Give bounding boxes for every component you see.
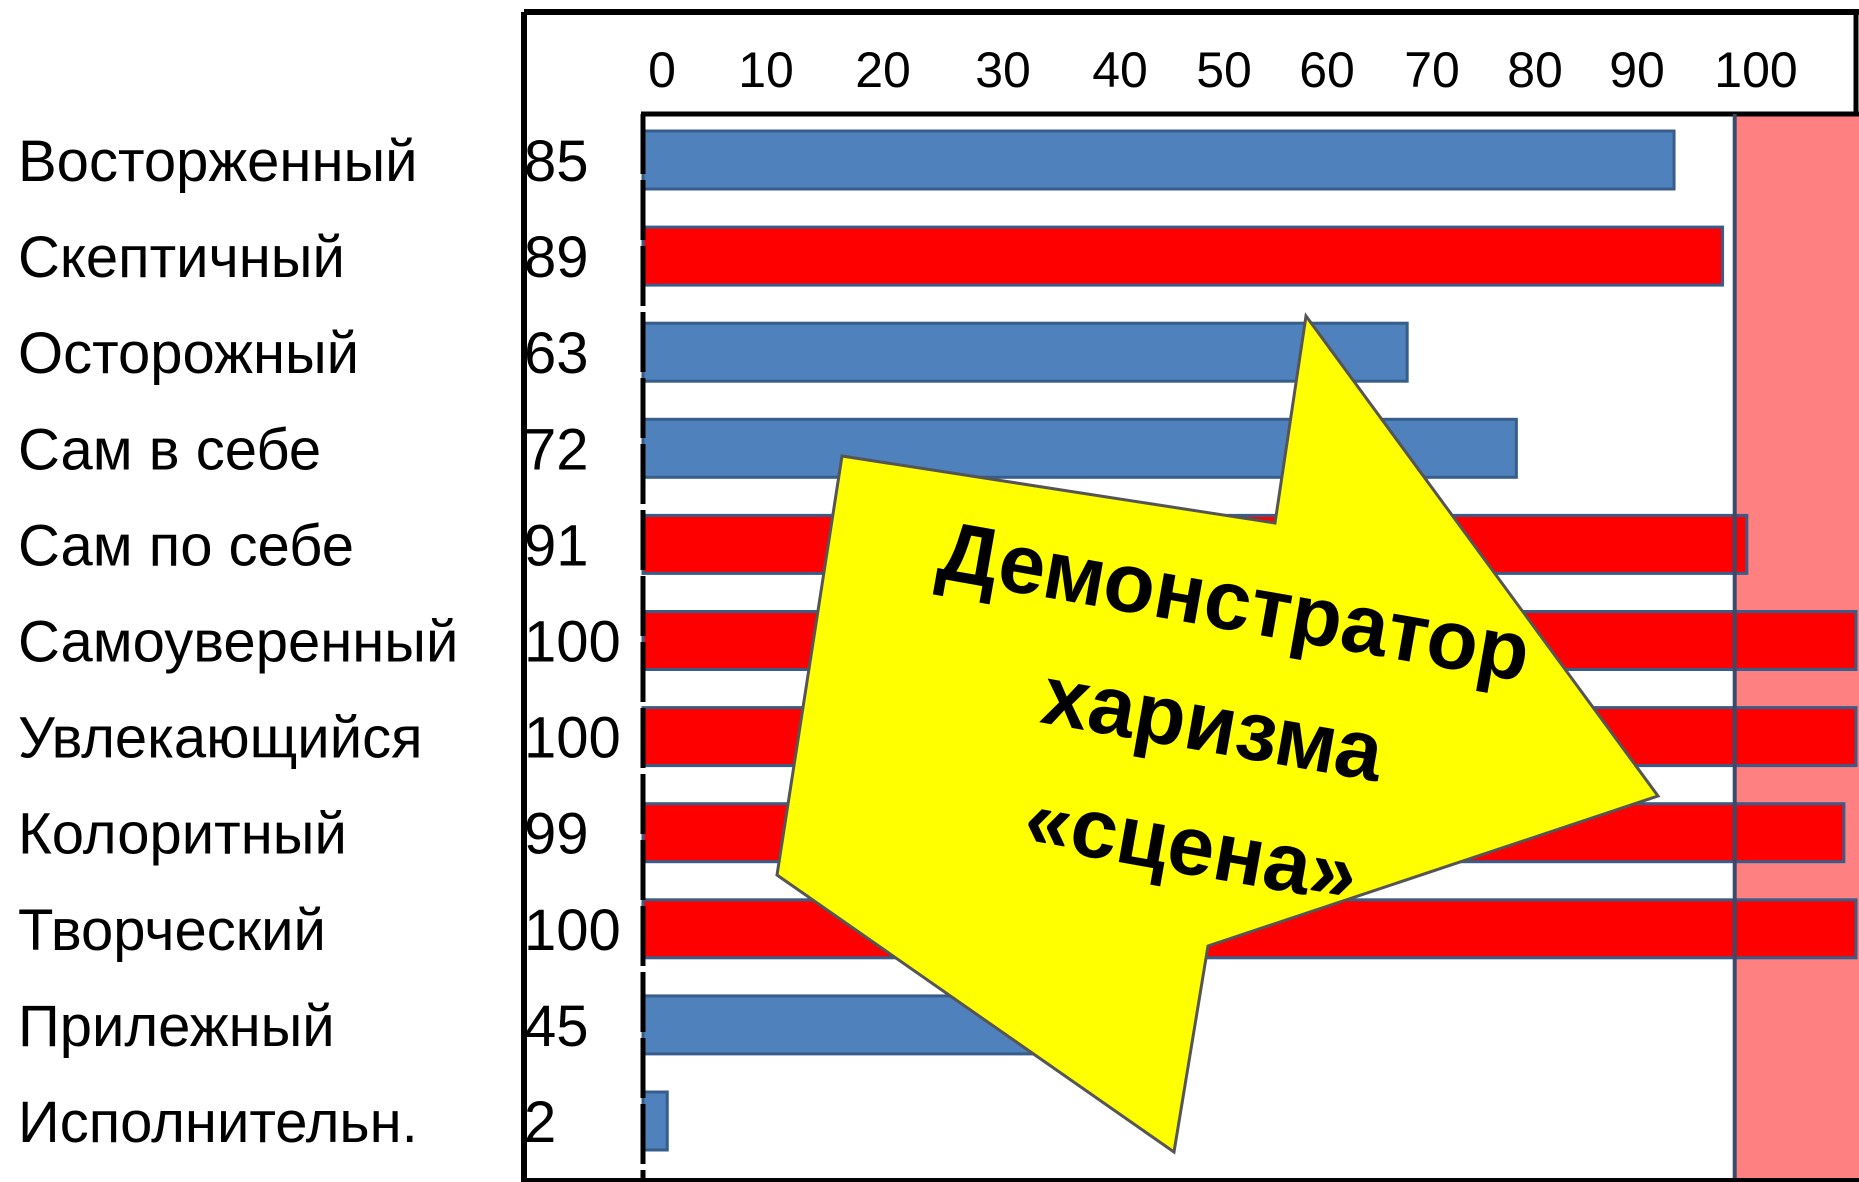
x-tick-label: 70 — [1404, 42, 1460, 98]
category-label: Прилежный — [18, 994, 335, 1059]
x-tick-label: 100 — [1714, 42, 1797, 98]
x-tick-label: 40 — [1092, 42, 1148, 98]
x-tick-label: 20 — [855, 42, 911, 98]
value-label: 100 — [524, 610, 621, 675]
value-label: 91 — [524, 513, 589, 578]
category-label: Сам по себе — [18, 513, 354, 578]
category-labels: Восторженный Скептичный Осторожный Сам в се… — [18, 129, 458, 1155]
bar — [641, 1090, 669, 1152]
value-label: 63 — [524, 321, 589, 386]
bar — [641, 321, 1409, 383]
value-label: 2 — [524, 1090, 556, 1155]
x-tick-label: 0 — [648, 42, 676, 98]
category-label: Осторожный — [18, 321, 359, 386]
x-tick-label: 80 — [1507, 42, 1563, 98]
callout-arrow-shape — [775, 312, 1661, 1155]
chart-frame — [521, 9, 1859, 1182]
category-label: Исполнительн. — [18, 1090, 418, 1155]
category-label: Творческий — [18, 898, 326, 963]
bar — [641, 225, 1725, 287]
category-label: Скептичный — [18, 225, 345, 290]
value-label: 72 — [524, 417, 589, 482]
value-label: 100 — [524, 898, 621, 963]
x-tick-label: 60 — [1299, 42, 1355, 98]
category-label: Сам в себе — [18, 417, 321, 482]
bar — [641, 129, 1676, 191]
value-label: 100 — [524, 706, 621, 771]
x-tick-label: 50 — [1196, 42, 1252, 98]
value-label: 99 — [524, 802, 589, 867]
category-label: Колоритный — [18, 802, 347, 867]
x-tick-label: 90 — [1609, 42, 1665, 98]
x-tick-label: 10 — [738, 42, 794, 98]
category-label: Самоуверенный — [18, 610, 458, 675]
category-label: Увлекающийся — [18, 706, 423, 771]
value-label: 45 — [524, 994, 589, 1059]
x-tick-label: 30 — [975, 42, 1031, 98]
value-label: 89 — [524, 225, 589, 290]
x-axis-ticks: 0 10 20 30 40 50 60 70 80 90 100 — [648, 42, 1798, 98]
value-label: 85 — [524, 129, 589, 194]
category-label: Восторженный — [18, 129, 418, 194]
value-labels: 85 89 63 72 91 100 100 99 100 45 2 — [524, 129, 621, 1155]
